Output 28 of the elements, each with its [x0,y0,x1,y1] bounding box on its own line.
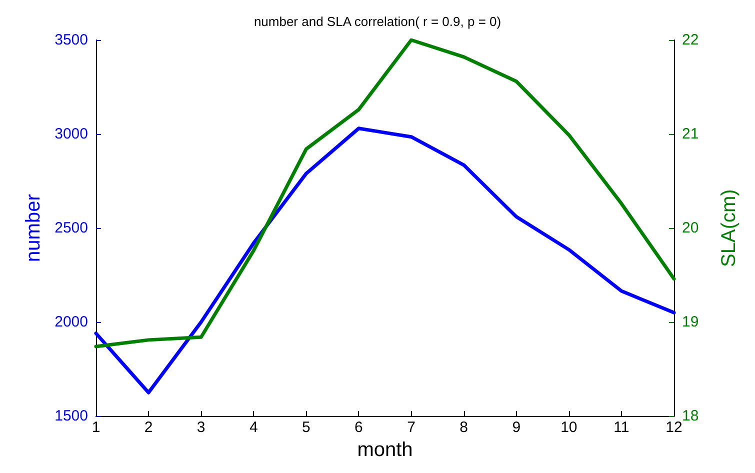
chart-title: number and SLA correlation( r = 0.9, p = 0) [254,14,502,29]
x-tick-label: 2 [144,419,153,436]
x-tick-label: 1 [92,419,100,436]
x-tick-label: 9 [512,419,521,436]
y2-axis-title: SLA(cm) [718,189,740,267]
y2-tick-label: 21 [682,126,699,143]
y-tick-label: 1500 [54,408,88,425]
x-axis-title: month [357,439,413,461]
y-tick-label: 2000 [54,314,88,331]
x-tick-label: 11 [614,419,630,436]
y-tick-label: 3000 [54,126,88,143]
x-tick-label: 5 [302,419,310,436]
y-axis-title: number [22,194,45,262]
y2-tick-label: 22 [682,32,699,48]
y2-tick-label: 19 [682,314,699,331]
line-series [94,126,676,394]
x-tick-label: 8 [460,419,468,436]
line-series [94,38,676,348]
x-tick-label: 7 [407,419,416,436]
y-tick-label: 3500 [54,32,88,48]
x-tick-label: 4 [249,419,258,436]
x-tick-label: 6 [354,419,363,436]
x-tick-label: 12 [666,419,682,436]
x-tick-label: 10 [560,419,578,436]
y2-tick-label: 20 [682,220,699,237]
y-tick-label: 2500 [54,220,88,237]
y2-tick-label: 18 [682,408,699,425]
x-tick-label: 3 [196,419,206,436]
